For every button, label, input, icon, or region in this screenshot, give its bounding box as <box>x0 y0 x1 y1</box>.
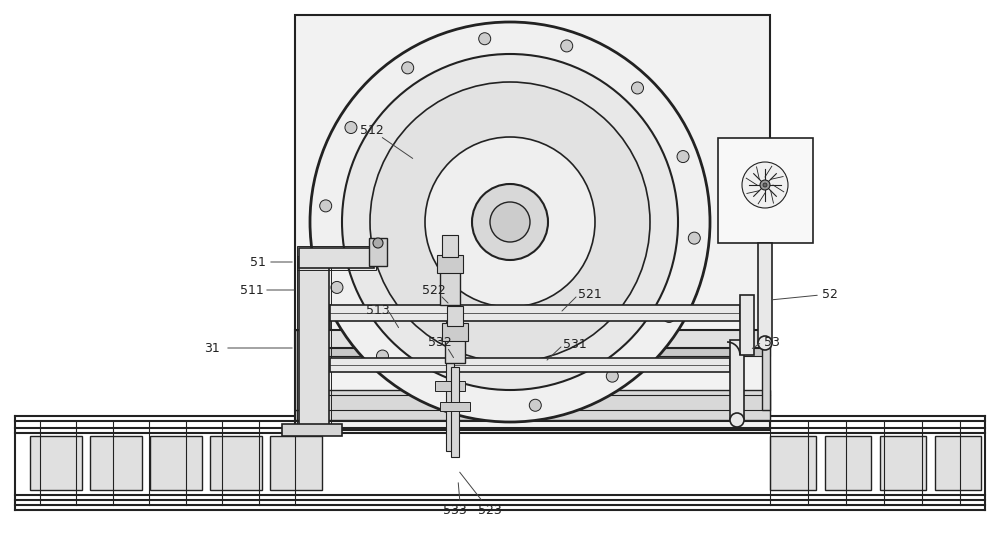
Text: 513: 513 <box>366 304 390 316</box>
Circle shape <box>606 370 618 382</box>
Text: 533: 533 <box>443 503 467 517</box>
Bar <box>740 295 754 355</box>
Bar <box>295 330 303 410</box>
Text: 51: 51 <box>250 255 266 269</box>
Bar <box>825 436 871 490</box>
Bar <box>150 436 202 490</box>
Circle shape <box>310 22 710 422</box>
Bar <box>445 338 465 363</box>
Circle shape <box>688 232 700 244</box>
Bar <box>762 330 770 410</box>
Circle shape <box>677 150 689 163</box>
Bar <box>369 238 387 266</box>
Bar <box>330 358 730 372</box>
Bar <box>935 436 981 490</box>
Text: 511: 511 <box>240 284 264 296</box>
Circle shape <box>376 350 388 362</box>
Bar <box>297 256 331 432</box>
Bar <box>299 248 374 268</box>
Bar <box>295 330 770 348</box>
Bar <box>299 258 329 430</box>
Bar <box>442 323 468 341</box>
Bar <box>447 306 463 326</box>
Circle shape <box>742 162 788 208</box>
Bar <box>210 436 262 490</box>
Bar <box>30 436 82 490</box>
Text: 53: 53 <box>764 336 780 348</box>
Text: 521: 521 <box>578 289 602 301</box>
Bar <box>297 246 376 270</box>
Circle shape <box>663 310 675 322</box>
Circle shape <box>758 336 772 350</box>
Circle shape <box>373 238 383 248</box>
Bar <box>295 15 770 430</box>
Bar <box>880 436 926 490</box>
Circle shape <box>479 33 491 45</box>
Bar <box>295 348 770 356</box>
Circle shape <box>760 180 770 190</box>
Bar <box>437 255 463 273</box>
Text: 522: 522 <box>422 284 446 296</box>
Circle shape <box>342 54 678 390</box>
Bar <box>90 436 142 490</box>
Circle shape <box>529 399 541 411</box>
Circle shape <box>447 392 459 404</box>
Bar <box>758 243 772 343</box>
Bar <box>442 235 458 257</box>
Text: 523: 523 <box>478 503 502 517</box>
Bar <box>435 381 465 391</box>
Bar <box>730 340 744 420</box>
Text: 31: 31 <box>204 342 220 354</box>
Bar <box>770 436 816 490</box>
Circle shape <box>561 40 573 52</box>
Bar <box>718 138 813 243</box>
Circle shape <box>370 82 650 362</box>
Bar <box>330 305 740 321</box>
Text: 531: 531 <box>563 338 587 352</box>
Circle shape <box>730 413 744 427</box>
Text: 52: 52 <box>822 289 838 301</box>
Bar <box>440 270 460 305</box>
Bar <box>295 390 770 420</box>
Text: 512: 512 <box>360 123 384 137</box>
Circle shape <box>402 62 414 74</box>
Circle shape <box>490 202 530 242</box>
Text: 532: 532 <box>428 336 452 349</box>
Circle shape <box>632 82 644 94</box>
Bar <box>270 436 322 490</box>
Circle shape <box>320 200 332 212</box>
Bar <box>440 402 470 411</box>
Bar <box>446 321 454 451</box>
Circle shape <box>425 137 595 307</box>
Circle shape <box>472 184 548 260</box>
Circle shape <box>345 122 357 133</box>
Bar <box>451 367 459 457</box>
Circle shape <box>763 183 767 187</box>
Bar <box>282 424 342 436</box>
Circle shape <box>331 281 343 294</box>
